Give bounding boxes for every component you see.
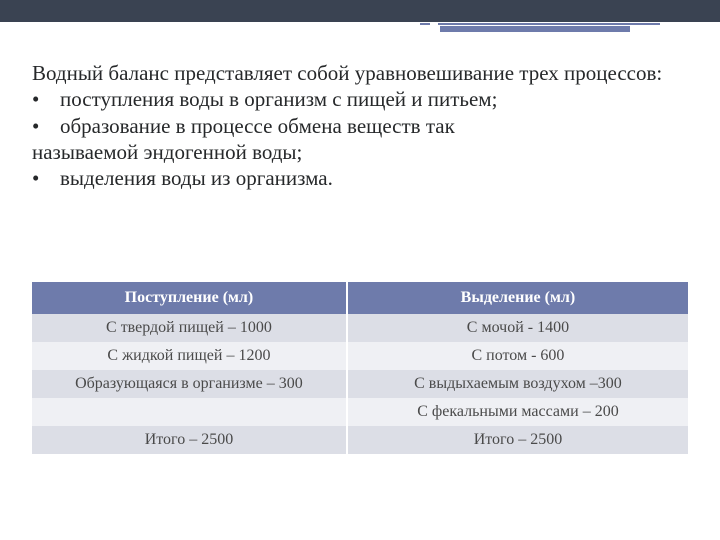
table-row: С твердой пищей – 1000 С мочой - 1400 xyxy=(32,314,688,342)
bullet-mark: • xyxy=(32,165,60,191)
cell: С выдыхаемым воздухом –300 xyxy=(347,370,688,398)
table-row: Итого – 2500 Итого – 2500 xyxy=(32,426,688,454)
list-item: • выделения воды из организма. xyxy=(32,165,688,191)
cell: С твердой пищей – 1000 xyxy=(32,314,347,342)
cell: Итого – 2500 xyxy=(347,426,688,454)
bullet-mark: • xyxy=(32,86,60,112)
water-balance-table: Поступление (мл) Выделение (мл) С твердо… xyxy=(32,282,688,454)
bullet-text: поступления воды в организм с пищей и пи… xyxy=(60,86,497,112)
bullet-wrap-line: называемой эндогенной воды; xyxy=(32,139,688,165)
cell: С фекальными массами – 200 xyxy=(347,398,688,426)
cell: Образующаяся в организме – 300 xyxy=(32,370,347,398)
cell: С жидкой пищей – 1200 xyxy=(32,342,347,370)
list-item: • поступления воды в организм с пищей и … xyxy=(32,86,688,112)
content-area: Водный баланс представляет собой уравнов… xyxy=(32,60,688,191)
intro-text: Водный баланс представляет собой уравнов… xyxy=(32,60,688,86)
bullet-text: образование в процессе обмена веществ та… xyxy=(60,113,455,139)
col-header-output: Выделение (мл) xyxy=(347,282,688,314)
bullet-list: • поступления воды в организм с пищей и … xyxy=(32,86,688,191)
cell: Итого – 2500 xyxy=(32,426,347,454)
table-row: С жидкой пищей – 1200 С потом - 600 xyxy=(32,342,688,370)
cell xyxy=(32,398,347,426)
top-accent xyxy=(0,22,720,52)
cell: С потом - 600 xyxy=(347,342,688,370)
table-body: С твердой пищей – 1000 С мочой - 1400 С … xyxy=(32,314,688,454)
list-item: • образование в процессе обмена веществ … xyxy=(32,113,688,139)
col-header-intake: Поступление (мл) xyxy=(32,282,347,314)
top-bar xyxy=(0,0,720,22)
cell: С мочой - 1400 xyxy=(347,314,688,342)
table-row: С фекальными массами – 200 xyxy=(32,398,688,426)
table-row: Образующаяся в организме – 300 С выдыхае… xyxy=(32,370,688,398)
bullet-text: выделения воды из организма. xyxy=(60,165,333,191)
bullet-mark: • xyxy=(32,113,60,139)
